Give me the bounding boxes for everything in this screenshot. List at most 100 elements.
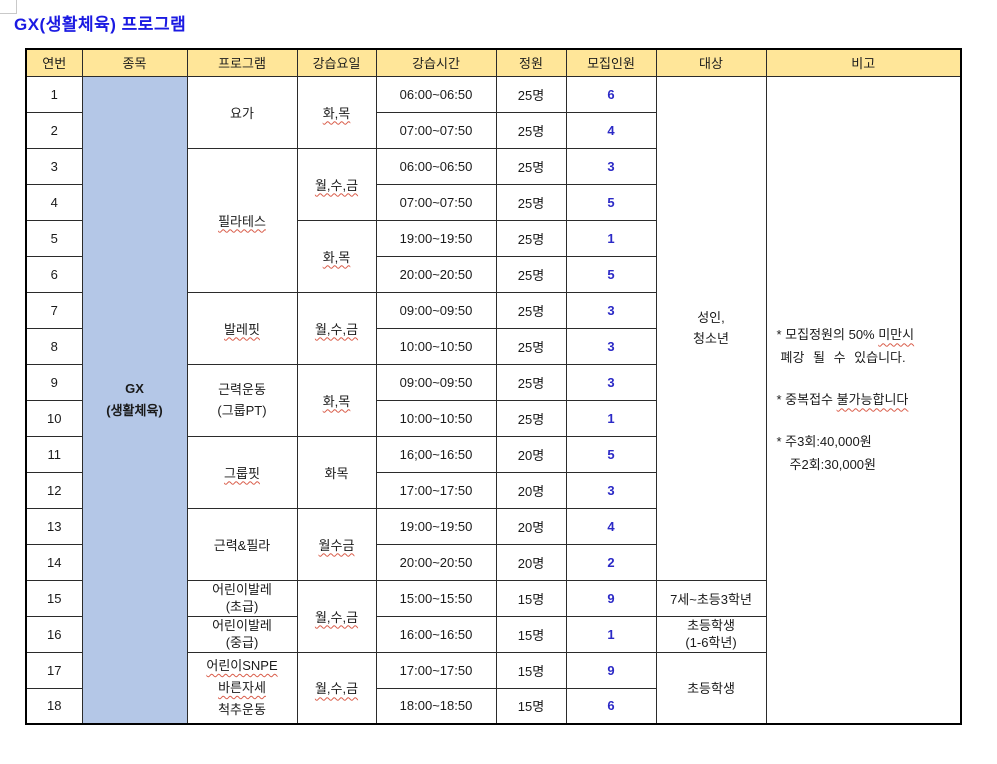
cell-time: 20:00~20:50: [375, 255, 497, 293]
cell-program-pilates: 필라테스: [186, 147, 298, 293]
cell-recruit: 5: [565, 183, 657, 221]
cell-days: 화,목: [296, 75, 377, 149]
cell-capacity: 25명: [495, 327, 567, 365]
page-title: GX(생활체육) 프로그램: [14, 15, 187, 34]
table-row: 7 발레핏 월,수,금 09:00~09:50 25명 3: [25, 291, 961, 365]
cell-capacity: 25명: [495, 219, 567, 257]
cell-no: 18: [25, 687, 83, 725]
cell-program-balletfit: 발레핏: [186, 291, 298, 365]
cell-capacity: 15명: [495, 687, 567, 725]
cell-recruit: 3: [565, 147, 657, 185]
table-row: 10 10:00~10:50 25명 1: [25, 399, 961, 437]
cell-no: 9: [25, 363, 83, 401]
cell-program-strength-pila: 근력&필라: [186, 507, 298, 581]
cell-no: 5: [25, 219, 83, 257]
cell-days: 월수금: [296, 507, 377, 581]
cell-time: 16;00~16:50: [375, 435, 497, 473]
cell-recruit: 1: [565, 399, 657, 437]
cell-program-kids-ballet-beginner: 어린이발레 (초급): [186, 579, 298, 617]
header-no: 연번: [25, 48, 83, 77]
cell-time: 09:00~09:50: [375, 291, 497, 329]
header-category: 종목: [81, 48, 188, 77]
header-days: 강습요일: [296, 48, 377, 77]
program-schedule-table: 연번 종목 프로그램 강습요일 강습시간 정원 모집인원 대상 비고 1 GX …: [25, 48, 962, 725]
cell-target-elem: 초등학생: [655, 651, 767, 725]
cell-recruit: 9: [565, 651, 657, 689]
cell-days: 월,수,금: [296, 147, 377, 221]
cell-recruit: 2: [565, 543, 657, 581]
cell-recruit: 3: [565, 363, 657, 401]
cell-no: 14: [25, 543, 83, 581]
cell-no: 16: [25, 615, 83, 653]
cell-time: 07:00~07:50: [375, 183, 497, 221]
cell-no: 17: [25, 651, 83, 689]
cell-capacity: 25명: [495, 111, 567, 149]
table-row: 18 18:00~18:50 15명 6: [25, 687, 961, 725]
table-row: 17 어린이SNPE 바른자세 척추운동 월,수,금 17:00~17:50 1…: [25, 651, 961, 725]
header-target: 대상: [655, 48, 767, 77]
note-gap: [777, 369, 955, 388]
cell-capacity: 20명: [495, 543, 567, 581]
cell-target-adult: 성인, 청소년: [655, 75, 767, 581]
cell-time: 15:00~15:50: [375, 579, 497, 617]
cell-category: GX (생활체육): [81, 75, 188, 725]
cell-no: 2: [25, 111, 83, 149]
cell-capacity: 15명: [495, 615, 567, 653]
cell-days: 화,목: [296, 363, 377, 437]
cell-recruit: 9: [565, 579, 657, 617]
cell-capacity: 25명: [495, 75, 567, 113]
cell-notes: * 모집정원의 50% 미만시 폐강 될 수 있습니다. * 중복접수 불가능합…: [765, 75, 962, 725]
cell-capacity: 20명: [495, 471, 567, 509]
note-gap: [777, 411, 955, 430]
cell-recruit: 3: [565, 471, 657, 509]
header-remarks: 비고: [765, 48, 962, 77]
cell-capacity: 15명: [495, 579, 567, 617]
note-line: * 중복접수 불가능합니다: [776, 392, 909, 408]
cell-time: 17:00~17:50: [375, 471, 497, 509]
cell-days: 화목: [296, 435, 377, 509]
cell-capacity: 25명: [495, 183, 567, 221]
spreadsheet-corner-cell: [0, 0, 17, 14]
cell-days: 월,수,금: [296, 291, 377, 365]
table-row: 15 어린이발레 (초급) 월,수,금 15:00~15:50 15명 9 7세…: [25, 579, 961, 653]
header-time: 강습시간: [375, 48, 497, 77]
cell-no: 11: [25, 435, 83, 473]
cell-capacity: 25명: [495, 147, 567, 185]
table-row: 13 근력&필라 월수금 19:00~19:50 20명 4: [25, 507, 961, 581]
cell-capacity: 25명: [495, 291, 567, 329]
cell-no: 6: [25, 255, 83, 293]
cell-time: 18:00~18:50: [375, 687, 497, 725]
cell-capacity: 20명: [495, 507, 567, 545]
note-line: 폐강 될 수 있습니다.: [780, 350, 906, 366]
cell-capacity: 25명: [495, 399, 567, 437]
cell-no: 12: [25, 471, 83, 509]
cell-no: 15: [25, 579, 83, 617]
table-row: 1 GX (생활체육) 요가 화,목 06:00~06:50 25명 6 성인,…: [25, 75, 962, 725]
cell-time: 06:00~06:50: [375, 147, 497, 185]
cell-recruit: 6: [565, 687, 657, 725]
table-row: 14 20:00~20:50 20명 2: [25, 543, 961, 581]
cell-recruit: 3: [565, 327, 657, 365]
cell-days: 화,목: [296, 219, 377, 293]
cell-recruit: 1: [565, 219, 657, 257]
cell-time: 17:00~17:50: [375, 651, 497, 689]
cell-time: 09:00~09:50: [375, 363, 497, 401]
cell-program-yoga: 요가: [186, 75, 298, 149]
header-capacity: 정원: [495, 48, 567, 77]
note-line: * 모집정원의 50% 미만시: [776, 327, 915, 343]
cell-time: 07:00~07:50: [375, 111, 497, 149]
cell-days: 월,수,금: [296, 579, 377, 653]
header-row: 연번 종목 프로그램 강습요일 강습시간 정원 모집인원 대상 비고: [25, 48, 962, 77]
table-row: 11 그룹핏 화목 16;00~16:50 20명 5: [25, 435, 961, 509]
cell-time: 06:00~06:50: [375, 75, 497, 113]
note-line: 주2회:30,000원: [789, 457, 876, 473]
header-program: 프로그램: [186, 48, 298, 77]
cell-capacity: 25명: [495, 255, 567, 293]
cell-capacity: 15명: [495, 651, 567, 689]
cell-program-groupfit: 그룹핏: [186, 435, 298, 509]
cell-time: 19:00~19:50: [375, 219, 497, 257]
cell-no: 10: [25, 399, 83, 437]
cell-recruit: 5: [565, 435, 657, 473]
cell-capacity: 20명: [495, 435, 567, 473]
cell-time: 20:00~20:50: [375, 543, 497, 581]
